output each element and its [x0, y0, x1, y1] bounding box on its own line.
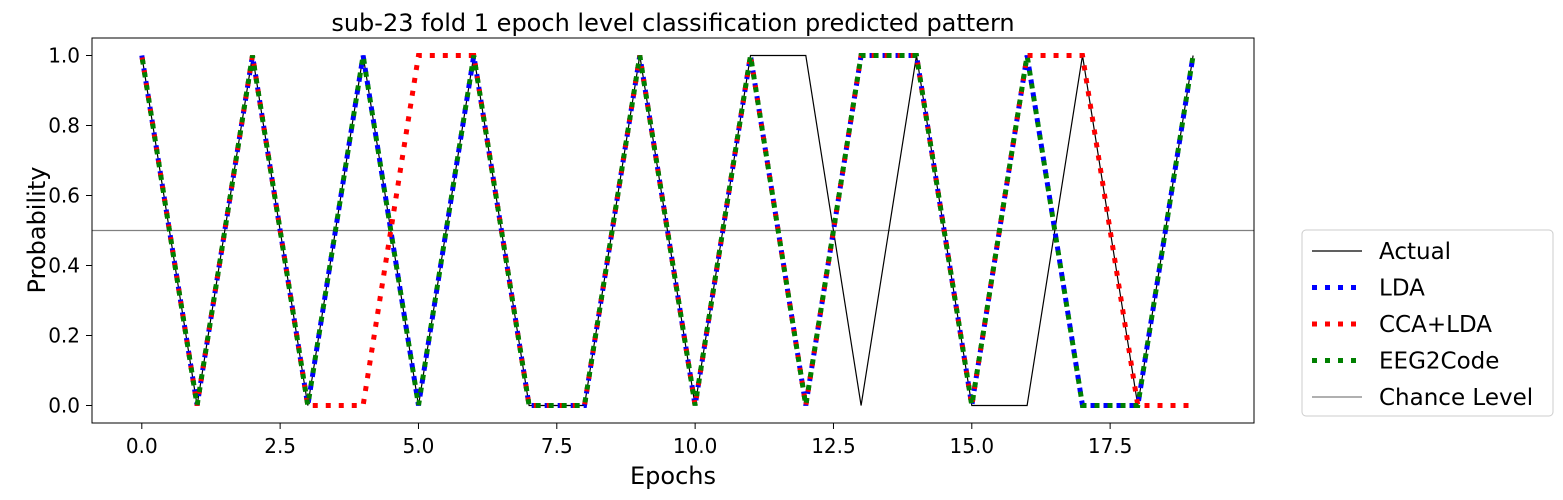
chart-title: sub-23 fold 1 epoch level classification…	[331, 9, 1014, 37]
x-tick-label: 10.0	[673, 434, 718, 458]
y-tick-label: 0.4	[48, 254, 80, 278]
x-tick-label: 15.0	[950, 434, 995, 458]
x-tick-label: 17.5	[1088, 434, 1133, 458]
legend-label-actual: Actual	[1379, 239, 1451, 265]
legend-label-eeg2code: EEG2Code	[1379, 349, 1499, 375]
y-axis-label: Probability	[23, 167, 51, 294]
y-axis: 0.0 0.2 0.4 0.6 0.8 1.0	[48, 44, 92, 418]
y-tick-label: 1.0	[48, 44, 80, 68]
plot-frame	[91, 37, 1255, 424]
x-tick-label: 0.0	[126, 434, 158, 458]
x-tick-label: 7.5	[541, 434, 573, 458]
series-line-cca-lda	[139, 53, 1194, 408]
series-line-eeg2code	[139, 53, 1196, 408]
y-tick-label: 0.2	[48, 324, 80, 348]
legend-label-cca-lda: CCA+LDA	[1379, 312, 1492, 338]
x-tick-label: 2.5	[264, 434, 296, 458]
x-tick-label: 5.0	[403, 434, 435, 458]
y-tick-label: 0.8	[48, 114, 80, 138]
legend-frame	[1301, 229, 1554, 417]
x-tick-label: 12.5	[811, 434, 856, 458]
y-tick-label: 0.6	[48, 184, 80, 208]
legend-label-chance-level: Chance Level	[1379, 385, 1533, 411]
x-axis-label: Epochs	[630, 462, 716, 490]
x-axis: 0.0 2.5 5.0 7.5 10.0 12.5 15.0 17.5	[126, 423, 1133, 458]
y-tick-label: 0.0	[48, 394, 80, 418]
legend-label-lda: LDA	[1379, 276, 1425, 302]
plot-area	[92, 53, 1254, 408]
legend: Actual LDA CCA+LDA EEG2Code Chance Level	[1301, 229, 1554, 417]
